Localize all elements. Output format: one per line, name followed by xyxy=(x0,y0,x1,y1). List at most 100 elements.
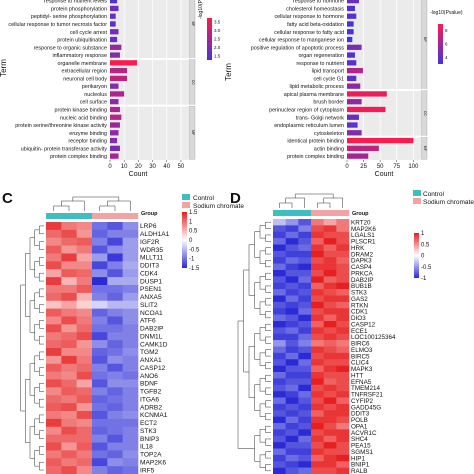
heatmap-cell xyxy=(61,403,77,412)
heatmap-cell xyxy=(76,245,93,254)
category-label: organelle membrane xyxy=(58,61,107,67)
row-dendrogram-branch xyxy=(265,336,271,344)
heatmap-cell xyxy=(61,434,77,443)
section-strip xyxy=(188,0,196,59)
row-dendrogram-branch xyxy=(34,418,40,435)
heatmap-cell xyxy=(107,253,123,262)
panel-c-heatmap: C Control Sodium chromate Group LRP6ALDH… xyxy=(2,190,244,474)
heatmap-cell xyxy=(336,219,350,226)
heatmap-cell xyxy=(76,292,93,302)
heatmap-cell xyxy=(298,301,312,309)
heatmap-cell xyxy=(298,289,312,296)
heatmap-cell xyxy=(311,257,324,264)
row-dendrogram-branch xyxy=(265,323,271,331)
heatmap-cell xyxy=(61,363,77,372)
heatmap-cell xyxy=(122,261,139,270)
category-label: nucleic acid binding xyxy=(60,115,107,121)
heatmap-cell xyxy=(107,411,123,420)
panel-d-heatmap: D Control Sodium chromate Group KRT20MAP… xyxy=(230,190,474,474)
gene-label: DAB2IP xyxy=(140,326,164,333)
bar xyxy=(110,29,119,35)
heatmap-cell xyxy=(273,378,286,386)
heatmap-cell xyxy=(273,384,286,392)
category-label: cytoskeleton xyxy=(314,131,344,137)
heatmap-cell xyxy=(298,321,312,328)
heatmap-cell xyxy=(122,411,139,420)
x-tick-label: 10 xyxy=(121,164,128,170)
heatmap-cell xyxy=(61,300,77,309)
heatmap-cell xyxy=(46,363,62,372)
gene-label: IRF5 xyxy=(140,467,155,474)
heatmap-cell xyxy=(311,308,324,315)
heatmap-cell xyxy=(311,372,324,379)
heatmap-cell xyxy=(311,378,324,386)
column-dendrogram-branch xyxy=(294,193,334,198)
bar xyxy=(347,91,387,97)
bar xyxy=(347,130,362,136)
gene-label: GAS2 xyxy=(351,296,368,303)
category-label: ubiquitin- protein transferase activity xyxy=(21,146,108,152)
heatmap-cell xyxy=(336,352,350,360)
heatmap-cell xyxy=(285,378,299,386)
heatmap-cell xyxy=(298,270,312,277)
heatmap-cell xyxy=(285,454,299,462)
gene-label: BDNF xyxy=(140,381,158,388)
heatmap-cell xyxy=(336,225,350,233)
heatmap-cell xyxy=(273,276,286,284)
panel-b-term-axis-label: Term xyxy=(224,63,233,81)
heatmap-cell xyxy=(311,282,324,290)
heatmap-cell xyxy=(76,308,93,317)
row-dendrogram-branch xyxy=(34,292,40,309)
heatmap-cell xyxy=(76,355,93,365)
heatmap-cell xyxy=(76,348,93,357)
gene-label: TNFRSF21 xyxy=(351,392,383,399)
heatmap-cell xyxy=(61,411,77,420)
heatmap-cell xyxy=(273,231,286,239)
bar xyxy=(110,44,122,50)
row-dendrogram-branch xyxy=(265,272,271,280)
heatmap-cell xyxy=(76,237,93,246)
gene-label: ECT2 xyxy=(140,420,157,427)
heatmap-cell xyxy=(323,391,337,398)
heatmap-cell xyxy=(285,410,299,417)
column-dendrogram-branch xyxy=(99,205,116,211)
heatmap-cell xyxy=(92,300,108,309)
gene-label: CASP12 xyxy=(351,321,376,328)
section-tag: MF xyxy=(191,130,195,135)
heatmap-cell xyxy=(336,454,350,462)
heatmap-cell xyxy=(285,231,299,239)
heatmap-cell xyxy=(76,363,93,372)
row-dendrogram-branch xyxy=(259,225,266,239)
bar xyxy=(110,0,118,4)
x-tick-label: 100 xyxy=(408,164,419,170)
heatmap-cell xyxy=(46,442,62,451)
category-label: perikaryon xyxy=(82,84,107,90)
heatmap-cell xyxy=(61,332,77,341)
group-annotation-cell xyxy=(323,210,337,216)
heatmap-cell xyxy=(76,285,93,294)
heatmap-cell xyxy=(336,442,350,449)
heatmap-cell xyxy=(61,395,77,404)
row-dendrogram-branch xyxy=(265,221,271,229)
category-label: cell surface xyxy=(80,100,107,106)
heatmap-cell xyxy=(92,371,108,380)
heatmap-cell xyxy=(46,348,62,357)
heatmap-cell xyxy=(46,371,62,380)
heatmap-cell xyxy=(336,359,350,366)
heatmap-cell xyxy=(336,308,350,315)
heatmap-cell xyxy=(285,372,299,379)
x-tick-label: 25 xyxy=(360,164,367,170)
heatmap-cell xyxy=(323,301,337,309)
heatmap-cell xyxy=(298,365,312,373)
heatmap-cell xyxy=(92,222,108,231)
heatmap-cell xyxy=(323,238,337,245)
gene-label: KCNMA1 xyxy=(140,412,168,419)
heatmap-cell xyxy=(46,269,62,278)
heatmap-cell xyxy=(107,348,123,357)
row-dendrogram-branch xyxy=(265,425,271,433)
color-legend-tick: 8 xyxy=(445,28,448,33)
heatmap-cell xyxy=(336,397,350,405)
heatmap-cell xyxy=(273,372,286,379)
row-dendrogram-branch xyxy=(265,247,271,255)
bar xyxy=(347,145,379,151)
